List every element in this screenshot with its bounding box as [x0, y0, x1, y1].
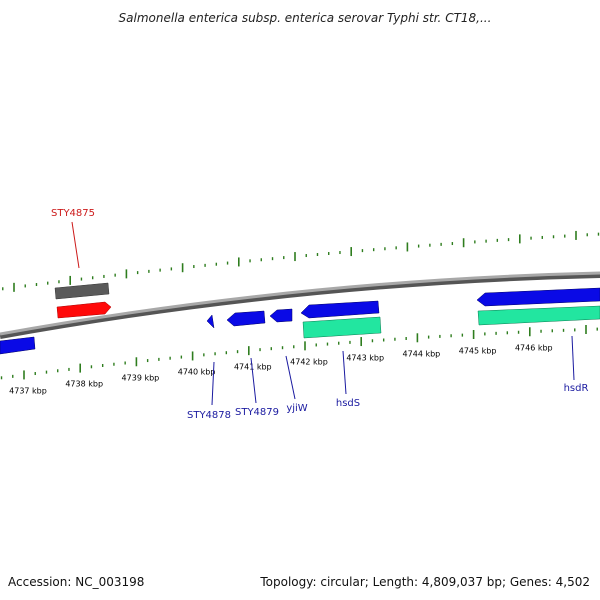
gene-label-STY4875[interactable]: STY4875 — [51, 208, 95, 219]
feature-cds-hsdS-blue[interactable] — [300, 300, 380, 319]
leader-STY4875 — [71, 221, 80, 269]
inner-tick-ring — [0, 324, 598, 380]
feature-cds-STY4879[interactable] — [226, 310, 266, 327]
gene-label-hsdS[interactable]: hsdS — [336, 398, 360, 409]
scale-label: 4746 kbp — [515, 344, 553, 353]
scale-labels: 4737 kbp 4738 kbp 4739 kbp 4740 kbp 4741 kbp… — [9, 344, 553, 396]
accession-text: Accession: NC_003198 — [8, 575, 145, 589]
scale-label: 4739 kbp — [122, 373, 160, 382]
feature-teal-hsdR[interactable] — [477, 305, 600, 326]
leader-hsdR — [571, 335, 575, 381]
leader-hsdS — [342, 350, 347, 395]
outer-tick-ring — [2, 230, 600, 292]
gene-label-STY4878[interactable]: STY4878 — [187, 410, 231, 421]
leader-yjiW — [285, 355, 296, 400]
topology-text: Topology: circular; Length: 4,809,037 bp… — [260, 575, 590, 589]
gene-label-yjiW[interactable]: yjiW — [286, 403, 307, 414]
feature-cds-yjiW[interactable] — [269, 308, 293, 323]
backbone-shadow — [0, 272, 600, 339]
feature-cds-hsdR-blue[interactable] — [476, 287, 600, 307]
feature-teal-hsdS[interactable] — [302, 316, 382, 339]
features — [0, 282, 600, 355]
scale-label: 4743 kbp — [346, 353, 384, 362]
feature-gray-STY4875[interactable] — [54, 282, 110, 300]
feature-cds-STY4878[interactable] — [206, 314, 215, 329]
scale-label: 4744 kbp — [403, 350, 441, 359]
scale-label: 4737 kbp — [9, 386, 47, 395]
leader-STY4879 — [250, 357, 257, 404]
scale-label: 4738 kbp — [65, 380, 103, 389]
backbone-line — [0, 271, 600, 336]
leader-STY4878 — [211, 361, 215, 406]
gene-labels: STY4875 STY4878 STY4879 yjiW hsdS hsdR — [51, 208, 588, 421]
feature-red-STY4875[interactable] — [56, 301, 112, 319]
scale-label: 4741 kbp — [234, 362, 272, 371]
scale-label: 4742 kbp — [290, 358, 328, 367]
backbone — [0, 271, 600, 339]
map-title: Salmonella enterica subsp. enterica sero… — [119, 11, 492, 25]
feature-cds-left[interactable] — [0, 336, 36, 355]
label-lines — [71, 221, 575, 406]
gene-label-STY4879[interactable]: STY4879 — [235, 407, 279, 418]
scale-label: 4740 kbp — [178, 368, 216, 377]
scale-label: 4745 kbp — [459, 346, 497, 355]
gene-label-hsdR[interactable]: hsdR — [564, 383, 589, 394]
